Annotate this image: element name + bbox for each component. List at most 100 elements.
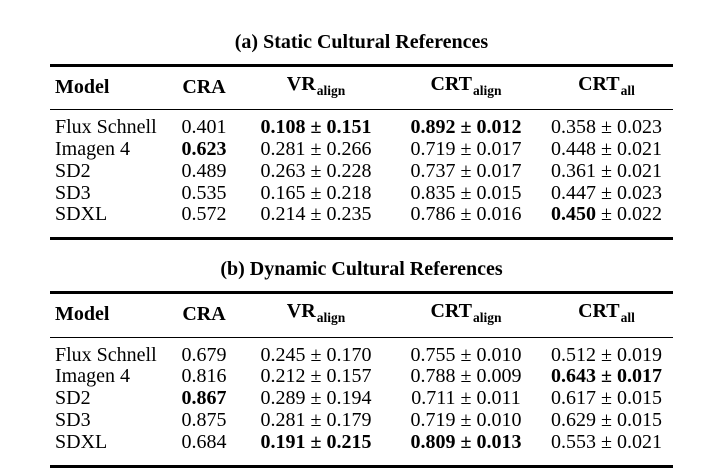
crt-all-cell: 0.617 ± 0.015 — [540, 387, 673, 410]
metric-std: ± 0.017 — [455, 138, 522, 161]
cra-cell: 0.684 — [168, 431, 240, 466]
column-header-subscript: all — [620, 82, 635, 98]
static-cultural-references-table: Model CRA VRalign CRTalign CRTall Flux Schne… — [50, 64, 673, 241]
crt-align-cell: 0.809 ± 0.013 — [392, 430, 540, 466]
column-header-crt-align: CRTalign — [392, 293, 540, 337]
metric-std: ± 0.194 — [305, 387, 372, 410]
column-header-cra: CRA — [168, 66, 240, 110]
vr-align-cell: 0.289 ± 0.194 — [240, 387, 392, 410]
metric-value: 0.679 — [181, 343, 227, 366]
metric-value: 0.212 — [260, 365, 306, 388]
crt-align-cell: 0.719 ± 0.010 — [392, 408, 540, 432]
metric-value: 0.361 — [551, 159, 596, 182]
column-header-label: CRT — [578, 300, 620, 323]
metric-std: ± 0.023 — [596, 181, 662, 204]
metric-value: 0.643 — [551, 365, 596, 388]
column-header-crt-all: CRTall — [540, 293, 673, 337]
header-row: Model CRA VRalign CRTalign CRTall — [50, 66, 673, 110]
metric-std: ± 0.218 — [305, 181, 372, 204]
model-cell: SDXL — [55, 430, 108, 453]
column-header-label: CRT — [430, 300, 472, 323]
metric-std: ± 0.011 — [455, 387, 521, 410]
model-cell: SD3 — [55, 181, 91, 204]
model-cell: SD2 — [55, 387, 91, 410]
metric-value: 0.623 — [181, 138, 227, 161]
crt-align-cell: 0.755 ± 0.010 — [392, 337, 540, 366]
crt-align-cell: 0.892 ± 0.012 — [392, 110, 540, 139]
table-row: SD2 0.867 0.289 ± 0.194 0.711 ± 0.011 0.617 … — [50, 387, 673, 410]
table-row: SD3 0.535 0.165 ± 0.218 0.835 ± 0.015 0.447 … — [50, 181, 673, 205]
metric-value: 0.572 — [181, 203, 227, 226]
metric-value: 0.450 — [551, 203, 596, 226]
table-row: Flux Schnell 0.679 0.245 ± 0.170 0.755 ± 0.… — [50, 337, 673, 366]
metric-value: 0.214 — [260, 203, 306, 226]
column-header-crt-all: CRTall — [540, 66, 673, 110]
crt-all-cell: 0.448 ± 0.021 — [540, 138, 673, 161]
metric-std: ± 0.151 — [305, 116, 372, 139]
metric-std: ± 0.021 — [596, 159, 662, 182]
metric-value: 0.535 — [181, 181, 227, 204]
vr-align-cell: 0.214 ± 0.235 — [240, 204, 392, 238]
metric-std: ± 0.228 — [305, 159, 372, 182]
metric-value: 0.788 — [410, 365, 456, 388]
metric-value: 0.447 — [551, 181, 596, 204]
metric-value: 0.245 — [260, 343, 306, 366]
model-cell: SD2 — [55, 159, 91, 182]
metric-std: ± 0.010 — [455, 408, 522, 431]
cra-cell: 0.875 — [168, 409, 240, 432]
model-cell: SD3 — [55, 408, 91, 431]
crt-all-cell: 0.358 ± 0.023 — [540, 110, 673, 139]
metric-std: ± 0.215 — [305, 430, 372, 453]
metric-value: 0.281 — [260, 138, 306, 161]
metric-std: ± 0.266 — [305, 138, 372, 161]
vr-align-cell: 0.281 ± 0.266 — [240, 138, 392, 161]
metric-value: 0.809 — [410, 430, 456, 453]
metric-std: ± 0.015 — [455, 181, 522, 204]
crt-all-cell: 0.447 ± 0.023 — [540, 181, 673, 205]
cra-cell: 0.489 — [168, 160, 240, 183]
model-cell: Imagen 4 — [55, 138, 130, 161]
metric-value: 0.755 — [410, 343, 456, 366]
metric-std: ± 0.016 — [455, 203, 522, 226]
column-header-label: CRA — [182, 75, 226, 98]
metric-value: 0.629 — [551, 408, 596, 431]
cra-cell: 0.679 — [168, 337, 240, 366]
metric-std: ± 0.021 — [596, 430, 662, 453]
metric-value: 0.358 — [551, 116, 596, 139]
crt-align-cell: 0.711 ± 0.011 — [392, 387, 540, 410]
column-header-vr-align: VRalign — [240, 293, 392, 337]
vr-align-cell: 0.212 ± 0.157 — [240, 365, 392, 388]
column-header-subscript: all — [620, 309, 635, 325]
cra-cell: 0.867 — [168, 387, 240, 410]
metric-value: 0.737 — [410, 159, 456, 182]
metric-value: 0.786 — [410, 203, 456, 226]
cra-cell: 0.535 — [168, 181, 240, 205]
column-header-label: VR — [286, 300, 316, 323]
metric-std: ± 0.012 — [455, 116, 522, 139]
metric-value: 0.165 — [260, 181, 306, 204]
column-header-subscript: align — [473, 309, 502, 325]
column-header-model: Model — [50, 66, 168, 110]
metric-value: 0.719 — [410, 408, 456, 431]
metric-value: 0.289 — [260, 387, 306, 410]
table-row: SDXL 0.572 0.214 ± 0.235 0.786 ± 0.016 0.450… — [50, 203, 673, 238]
column-header-subscript: align — [316, 82, 346, 98]
vr-align-cell: 0.191 ± 0.215 — [240, 430, 392, 466]
metric-value: 0.448 — [551, 138, 596, 161]
metric-std: ± 0.013 — [455, 430, 522, 453]
metric-std: ± 0.017 — [596, 365, 662, 388]
metric-std: ± 0.019 — [596, 343, 662, 366]
crt-all-cell: 0.361 ± 0.021 — [540, 159, 673, 183]
crt-align-cell: 0.788 ± 0.009 — [392, 365, 540, 388]
metric-std: ± 0.009 — [455, 365, 522, 388]
header-row: Model CRA VRalign CRTalign CRTall — [50, 293, 673, 338]
column-header-cra: CRA — [168, 293, 240, 337]
table-row: SD3 0.875 0.281 ± 0.179 0.719 ± 0.010 0.629 … — [50, 408, 673, 432]
metric-value: 0.816 — [181, 365, 227, 388]
table-row: Imagen 4 0.816 0.212 ± 0.157 0.788 ± 0.009 0… — [50, 365, 673, 388]
table-row: SD2 0.489 0.263 ± 0.228 0.737 ± 0.017 0.361 … — [50, 159, 673, 183]
cra-cell: 0.623 — [168, 138, 240, 161]
metric-value: 0.401 — [181, 116, 227, 139]
caption-static-table: (a) Static Cultural References — [234, 31, 489, 53]
